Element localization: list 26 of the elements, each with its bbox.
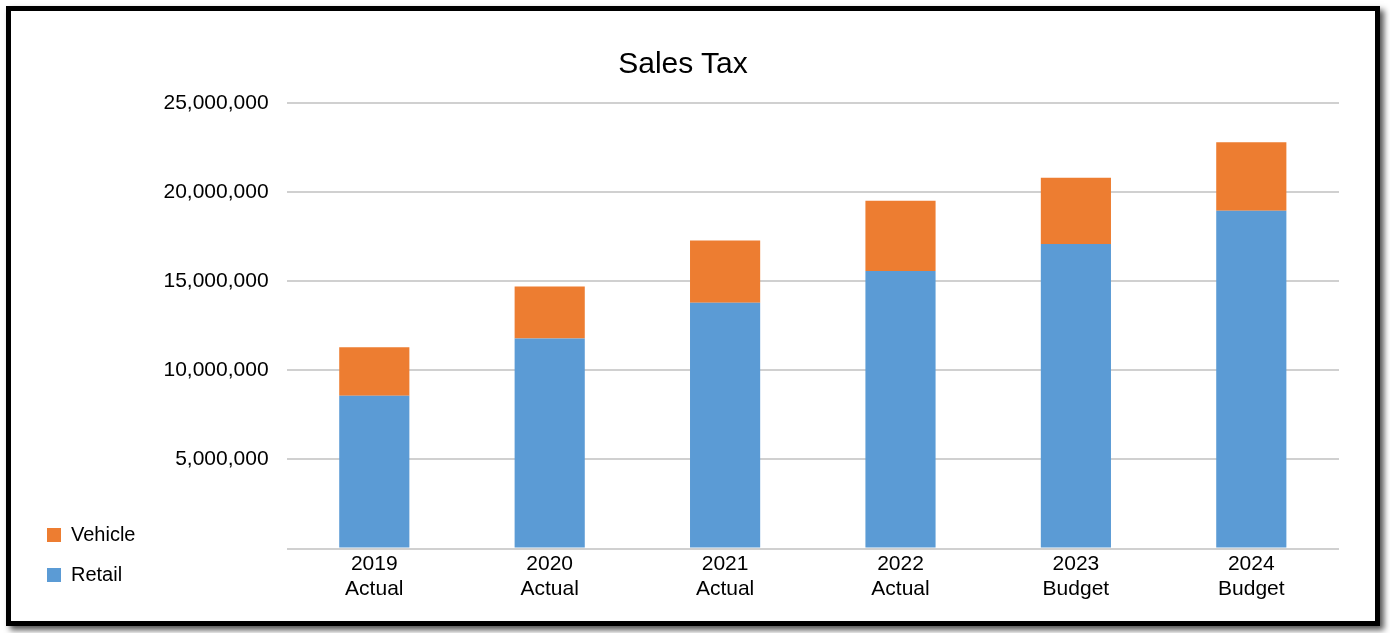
bar bbox=[1216, 142, 1287, 211]
x-tick-label: 2022 Actual bbox=[871, 551, 930, 600]
bar bbox=[690, 302, 761, 548]
x-tick-label: 2023 Budget bbox=[1042, 551, 1110, 600]
bar bbox=[514, 286, 585, 339]
bar bbox=[690, 240, 761, 303]
bar bbox=[865, 200, 936, 271]
x-tick-label: 2019 Actual bbox=[345, 551, 404, 600]
y-tick-label: 20,000,000 bbox=[163, 178, 269, 202]
y-tick-label: 10,000,000 bbox=[163, 357, 269, 381]
x-tick-label: 2021 Actual bbox=[695, 551, 755, 600]
x-tick-label: 2020 Actual bbox=[520, 551, 579, 600]
bar bbox=[514, 338, 585, 548]
y-tick-label: 5,000,000 bbox=[175, 446, 269, 470]
x-tick-label: 2024 Budget bbox=[1218, 551, 1285, 600]
chart-title: Sales Tax bbox=[618, 46, 748, 80]
bar bbox=[1216, 210, 1287, 548]
bar bbox=[1040, 243, 1111, 548]
bar bbox=[339, 395, 410, 548]
y-tick-label: 15,000,000 bbox=[163, 268, 269, 292]
legend-label: Vehicle bbox=[71, 522, 136, 545]
bar bbox=[339, 347, 410, 396]
legend-label: Retail bbox=[71, 562, 123, 585]
y-tick-label: 25,000,000 bbox=[163, 89, 269, 113]
bar bbox=[1040, 177, 1111, 244]
bar bbox=[865, 270, 936, 548]
